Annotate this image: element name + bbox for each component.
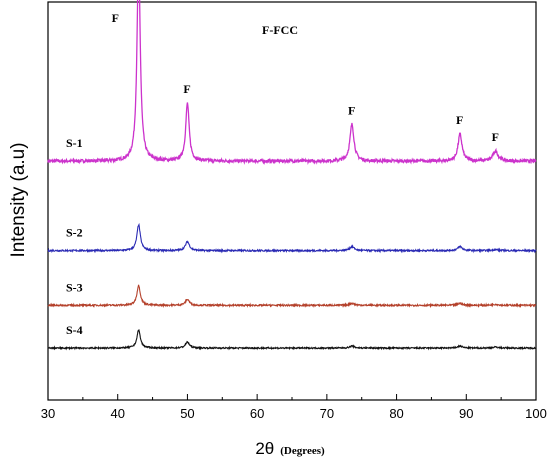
x-axis-label-unit: (Degrees) [280, 445, 325, 457]
series-label-s-4: S-4 [66, 323, 83, 337]
series-line-s-4 [47, 328, 537, 351]
x-tick-label: 50 [180, 406, 194, 421]
x-tick-label: 100 [525, 406, 547, 421]
peak-label: F [112, 11, 119, 25]
x-tick-label: 90 [459, 406, 473, 421]
legend-text: F-FCC [262, 23, 298, 37]
peak-label: F [492, 130, 499, 144]
x-axis-label-main: 2θ [255, 439, 274, 458]
series-label-s-3: S-3 [66, 280, 83, 294]
peak-label: F [348, 103, 355, 117]
x-axis-label: 2θ (Degrees) [255, 439, 325, 458]
x-tick-label: 80 [389, 406, 403, 421]
series-layer: S-1 S-2 S-3 S-4 [47, 0, 537, 351]
series-line-s-1 [47, 0, 537, 165]
y-axis-label: Intensity (a.u) [8, 142, 29, 257]
series-label-s-1: S-1 [66, 136, 83, 150]
x-tick-label: 30 [41, 406, 55, 421]
x-tick-label: 60 [250, 406, 264, 421]
x-tick-label: 70 [320, 406, 334, 421]
series-line-s-2 [47, 222, 537, 254]
plot-frame [47, 1, 537, 401]
peak-label: F [456, 113, 463, 127]
series-line-s-3 [47, 284, 537, 309]
peak-label: F [183, 82, 190, 96]
x-tick-label: 40 [110, 406, 124, 421]
series-label-s-2: S-2 [66, 226, 83, 240]
x-axis: 30 40 50 60 70 80 90 100 [41, 394, 547, 421]
annotation-layer: F F F F F [112, 11, 499, 144]
